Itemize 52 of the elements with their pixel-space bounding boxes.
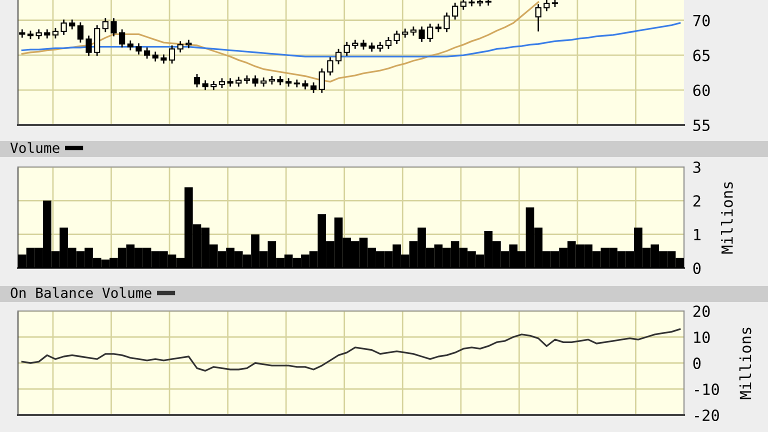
candlestick bbox=[136, 43, 142, 54]
line-series bbox=[21, 328, 681, 372]
candlestick bbox=[102, 18, 108, 32]
y-tick-label: 2 bbox=[693, 195, 700, 207]
y-tick-label: 65 bbox=[693, 50, 710, 62]
candlestick bbox=[60, 20, 67, 35]
y-tick-label: -20 bbox=[694, 410, 719, 422]
candlestick bbox=[427, 24, 434, 42]
candlestick bbox=[86, 36, 92, 56]
candlestick bbox=[168, 45, 176, 64]
candlestick bbox=[468, 0, 475, 6]
legend-label: On Balance Volume bbox=[10, 287, 152, 298]
candlestick bbox=[310, 82, 317, 93]
y-tick-label: 70 bbox=[693, 14, 710, 26]
candlestick bbox=[318, 68, 325, 93]
y-axis-title: Millions bbox=[720, 182, 733, 254]
candlestick bbox=[444, 12, 450, 32]
candlestick bbox=[394, 30, 400, 44]
candlestick bbox=[385, 37, 392, 49]
candlestick bbox=[77, 22, 84, 43]
candlestick bbox=[435, 24, 442, 32]
y-tick-label: 1 bbox=[694, 229, 700, 240]
y-axis-title: Millions bbox=[739, 328, 752, 400]
candlestick bbox=[286, 78, 292, 87]
candlestick bbox=[535, 4, 542, 32]
candlestick bbox=[52, 28, 59, 38]
candlestick bbox=[485, 0, 492, 6]
candlestick bbox=[94, 25, 100, 56]
candlestick bbox=[335, 48, 342, 64]
candlestick bbox=[244, 75, 250, 84]
candlestick bbox=[327, 57, 334, 76]
legend-label: Volume bbox=[10, 142, 60, 154]
candlestick bbox=[110, 18, 117, 36]
candlestick bbox=[344, 42, 350, 56]
y-tick-label: 55 bbox=[693, 120, 710, 132]
candlestick bbox=[119, 29, 126, 48]
y-tick-label: 0 bbox=[693, 262, 701, 274]
y-tick-label: -10 bbox=[694, 384, 719, 396]
y-tick-label: 0 bbox=[693, 358, 701, 370]
y-tick-label: 3 bbox=[693, 162, 700, 174]
candlestick bbox=[144, 47, 150, 59]
candlestick bbox=[194, 74, 200, 88]
candlestick bbox=[252, 75, 258, 87]
y-tick-label: 60 bbox=[693, 84, 710, 96]
candlestick bbox=[227, 78, 234, 87]
y-tick-label: 20 bbox=[693, 306, 710, 318]
candlestick bbox=[294, 80, 300, 88]
candlestick bbox=[452, 2, 458, 20]
candlestick bbox=[177, 41, 184, 52]
candlestick bbox=[418, 26, 425, 42]
candlestick bbox=[268, 76, 275, 84]
y-tick-label: 10 bbox=[694, 332, 710, 344]
